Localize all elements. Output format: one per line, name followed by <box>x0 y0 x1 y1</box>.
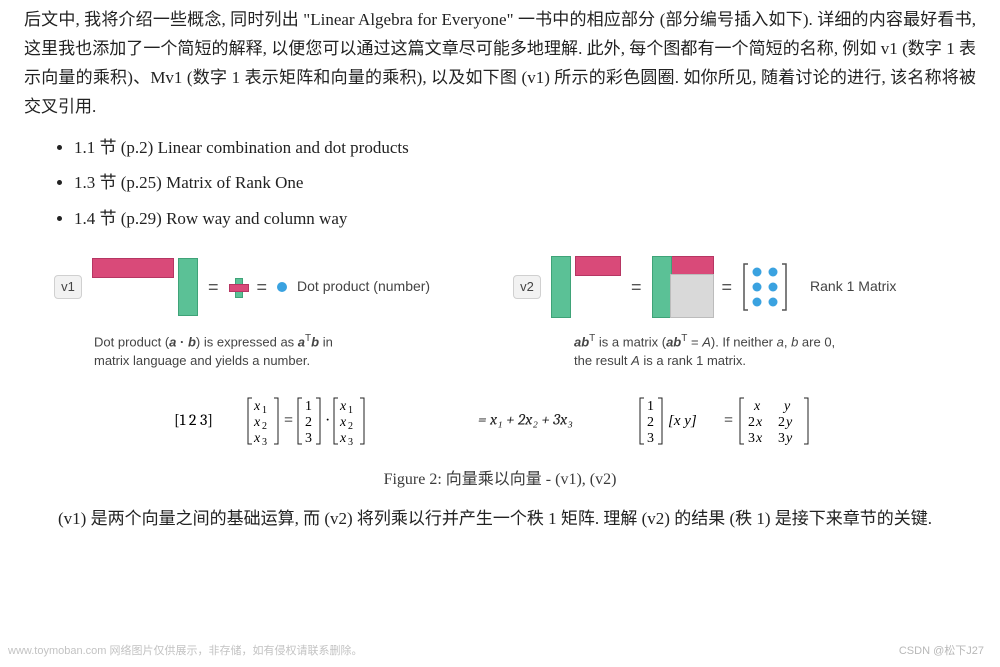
svg-text:3: 3 <box>305 431 312 446</box>
badge-v2: v2 <box>513 275 541 299</box>
eq-left-rhs: = x₁ + 2x₂ + 3x₃ <box>478 411 573 429</box>
dot-product-label: Dot product (number) <box>297 275 430 299</box>
svg-text:x: x <box>339 399 347 414</box>
figure-row: v1 = = Dot product (number) v2 <box>54 256 946 318</box>
text: Dot product ( <box>94 335 169 350</box>
svg-text:x: x <box>753 399 761 414</box>
col-vector-icon <box>178 258 198 316</box>
svg-text:y: y <box>784 415 793 430</box>
text: are 0, <box>798 335 835 350</box>
svg-text:2: 2 <box>348 421 353 432</box>
equation-right: 1 2 3 [x y] = x y 2x 2y 3x 3y <box>636 392 866 450</box>
badge-v1: v1 <box>54 275 82 299</box>
caption-v1: Dot product (a · b) is expressed as aTb … <box>94 332 434 370</box>
rank1-matrix-icon <box>742 260 788 314</box>
row-vector-icon <box>575 256 621 276</box>
panel-v1: v1 = = Dot product (number) <box>54 258 487 316</box>
svg-text:x: x <box>339 415 347 430</box>
col-vector-icon <box>551 256 571 318</box>
svg-text:y: y <box>782 399 791 414</box>
text: is a rank 1 matrix. <box>640 353 746 368</box>
watermark-text: www.toymoban.com 网络图片仅供展示，非存储，如有侵权请联系删除。 <box>8 642 362 661</box>
svg-text:3: 3 <box>348 437 353 448</box>
scalar-dot-icon <box>277 282 287 292</box>
svg-text:3: 3 <box>748 431 755 446</box>
svg-text:y: y <box>784 431 793 446</box>
equation-left: [1 2 3] x1 x2 x3 = 1 2 3 · <box>174 392 573 450</box>
svg-text:·: · <box>325 412 330 429</box>
list-item: 1.1 节 (p.2) Linear combination and dot p… <box>74 134 976 163</box>
text: matrix language and yields a number. <box>94 353 310 368</box>
text: ). If neither <box>711 335 777 350</box>
svg-text:1: 1 <box>647 399 654 414</box>
intro-paragraph: 后文中, 我将介绍一些概念, 同时列出 "Linear Algebra for … <box>24 6 976 122</box>
svg-text:1: 1 <box>262 405 267 416</box>
page: 后文中, 我将介绍一些概念, 同时列出 "Linear Algebra for … <box>0 0 1000 667</box>
svg-text:=: = <box>284 412 293 429</box>
svg-text:x: x <box>253 431 261 446</box>
svg-text:x: x <box>253 415 261 430</box>
caption-v2: abT is a matrix (abT = A). If neither a,… <box>574 332 914 370</box>
svg-text:x: x <box>339 431 347 446</box>
equals-icon: = <box>722 272 733 303</box>
svg-text:1: 1 <box>305 399 312 414</box>
closing-paragraph: (v1) 是两个向量之间的基础运算, 而 (v2) 将列乘以行并产生一个秩 1 … <box>24 505 976 534</box>
svg-text:x: x <box>755 415 763 430</box>
svg-text:3: 3 <box>778 431 785 446</box>
svg-text:2: 2 <box>262 421 267 432</box>
equals-icon: = <box>257 272 268 303</box>
svg-text:2: 2 <box>305 415 312 430</box>
row-vector-icon <box>92 258 174 278</box>
svg-text:=: = <box>724 412 733 429</box>
svg-text:x: x <box>755 431 763 446</box>
equation-row: [1 2 3] x1 x2 x3 = 1 2 3 · <box>174 392 866 450</box>
svg-text:2: 2 <box>647 415 654 430</box>
svg-text:[x y]: [x y] <box>668 413 697 429</box>
text: ) is expressed as <box>196 335 298 350</box>
csdn-credit: CSDN @松下J27 <box>899 642 984 661</box>
svg-text:1: 1 <box>348 405 353 416</box>
equals-icon: = <box>208 272 219 303</box>
svg-text:[1 2 3]: [1 2 3] <box>174 411 213 429</box>
figure-area: v1 = = Dot product (number) v2 <box>54 256 946 493</box>
svg-text:2: 2 <box>778 415 785 430</box>
svg-text:3: 3 <box>262 437 267 448</box>
figure-captions: Dot product (a · b) is expressed as aTb … <box>94 332 946 370</box>
figure-caption: Figure 2: 向量乘以向量 - (v1), (v2) <box>54 466 946 493</box>
product-cross-icon <box>229 278 247 296</box>
outer-product-icon <box>652 256 712 318</box>
svg-text:x: x <box>253 399 261 414</box>
list-item: 1.3 节 (p.25) Matrix of Rank One <box>74 169 976 198</box>
equals-icon: = <box>631 272 642 303</box>
text: in <box>319 335 333 350</box>
rank1-label: Rank 1 Matrix <box>810 275 896 299</box>
svg-text:2: 2 <box>748 415 755 430</box>
list-item: 1.4 节 (p.29) Row way and column way <box>74 205 976 234</box>
panel-v2: v2 = = <box>513 256 946 318</box>
text: is a matrix ( <box>595 335 666 350</box>
section-list: 1.1 节 (p.2) Linear combination and dot p… <box>24 134 976 235</box>
text: the result <box>574 353 631 368</box>
svg-text:3: 3 <box>647 431 654 446</box>
